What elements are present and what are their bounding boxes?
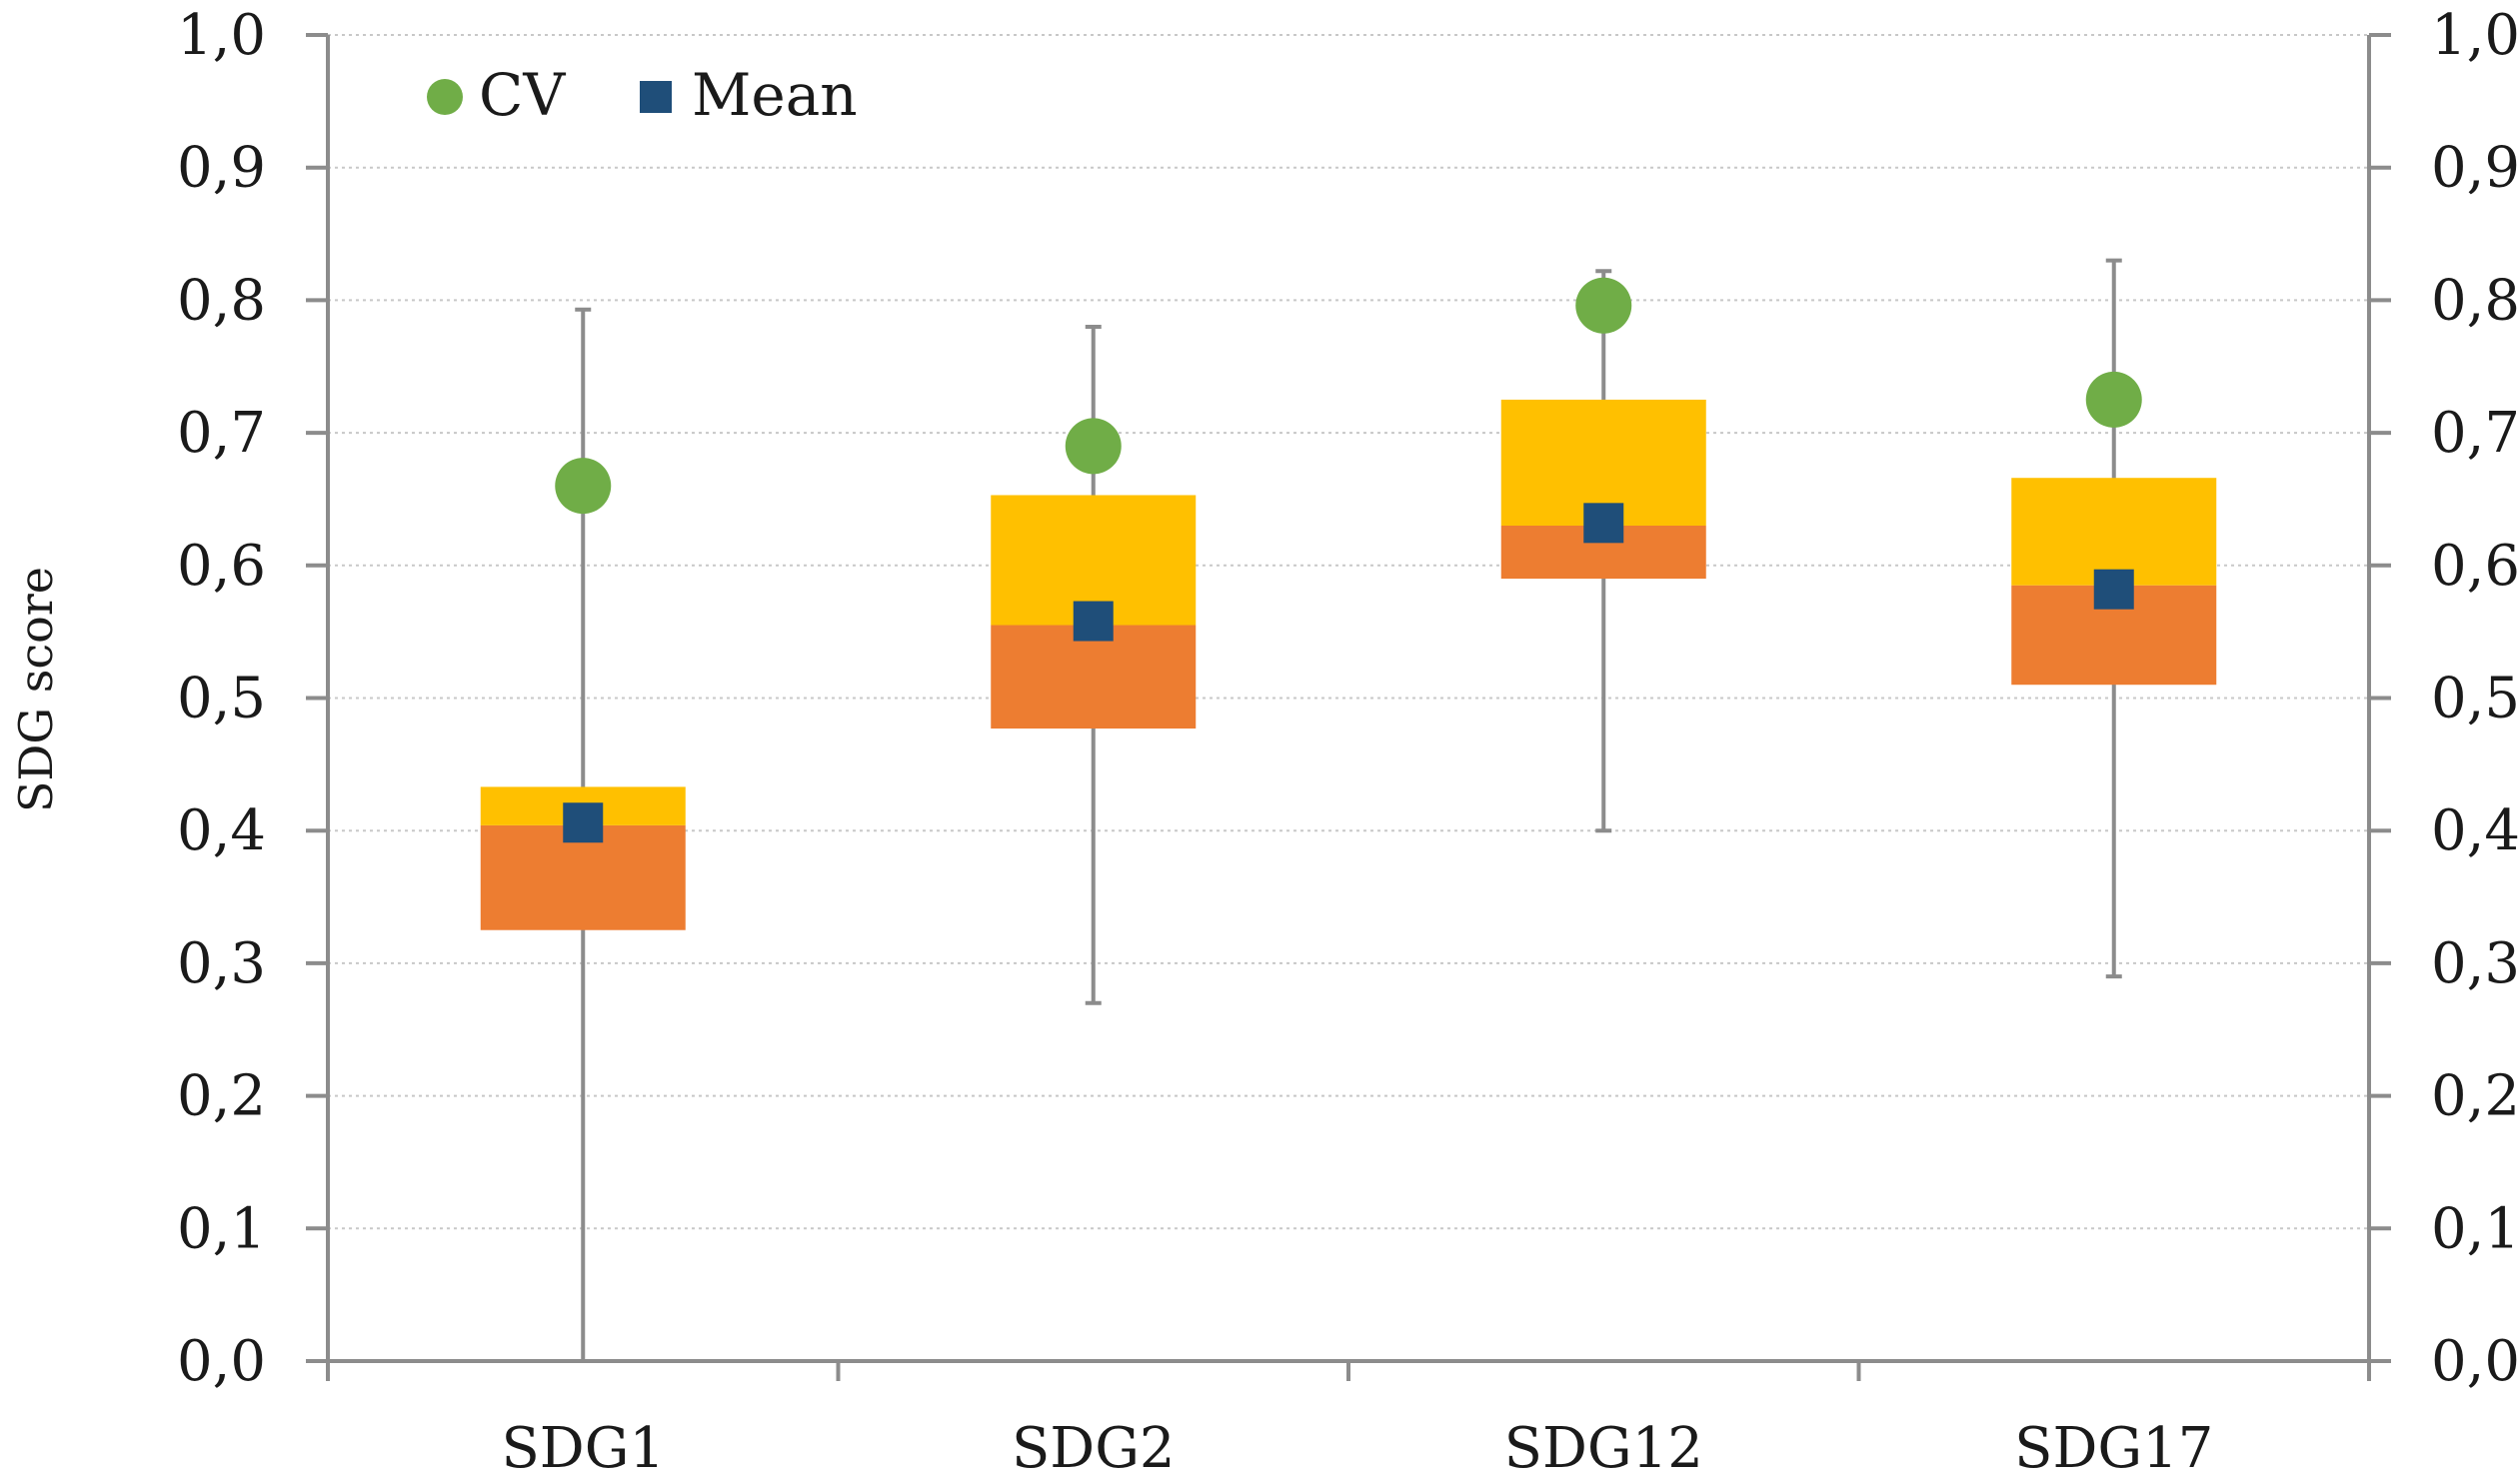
mean-marker-sdg1 [563, 802, 604, 843]
labels: 0,0 0,0 0,1 0,1 0,2 0,2 0,3 0,3 0,4 0,4 0,5 0,5 0,6 0… [177, 3, 2520, 1478]
y-tick-label-left: 0,3 [177, 931, 266, 996]
y-tick-label-left: 0,4 [177, 798, 266, 863]
y-tick-label-left: 0,7 [177, 401, 266, 466]
box-lower-sdg2 [991, 625, 1197, 730]
axes [306, 33, 2391, 1381]
boxes [480, 399, 2217, 930]
cv-marker-sdg12 [1575, 277, 1632, 334]
x-tick-label-sdg17: SDG17 [2014, 1416, 2213, 1478]
x-tick-label-sdg12: SDG12 [1504, 1416, 1703, 1478]
cv-marker-sdg1 [555, 458, 612, 515]
y-tick-label-left: 0,5 [177, 667, 266, 732]
y-tick-label-left: 0,2 [177, 1064, 266, 1129]
whiskers [575, 258, 2122, 1361]
y-tick-label-left: 0,6 [177, 534, 266, 599]
y-tick-label-right: 0,4 [2431, 798, 2520, 863]
y-tick-label-right: 1,0 [2431, 3, 2520, 68]
legend-mean-marker [640, 81, 672, 113]
box-lower-sdg1 [480, 824, 686, 930]
y-tick-label-right: 0,1 [2431, 1196, 2520, 1261]
markers [555, 277, 2142, 843]
y-tick-label-right: 0,0 [2431, 1329, 2520, 1394]
y-axis-title: SDG score [9, 567, 63, 812]
mean-marker-sdg17 [2093, 569, 2134, 610]
y-tick-label-left: 0,9 [177, 136, 266, 201]
y-tick-label-right: 0,3 [2431, 931, 2520, 996]
y-tick-label-right: 0,8 [2431, 268, 2520, 333]
y-tick-label-left: 0,8 [177, 268, 266, 333]
y-tick-label-right: 0,2 [2431, 1064, 2520, 1129]
y-tick-label-right: 0,6 [2431, 534, 2520, 599]
x-tick-label-sdg1: SDG1 [501, 1416, 665, 1478]
legend-cv-label: CV [479, 61, 566, 129]
y-tick-label-left: 0,1 [177, 1196, 266, 1261]
y-tick-label-right: 0,7 [2431, 401, 2520, 466]
y-tick-label-right: 0,5 [2431, 667, 2520, 732]
y-tick-label-right: 0,9 [2431, 136, 2520, 201]
cv-marker-sdg17 [2085, 371, 2142, 428]
legend-cv-marker [427, 79, 463, 115]
x-tick-label-sdg2: SDG2 [1012, 1416, 1176, 1478]
mean-marker-sdg12 [1583, 503, 1624, 544]
cv-marker-sdg2 [1065, 418, 1122, 475]
legend-mean-label: Mean [692, 61, 858, 129]
y-tick-label-left: 1,0 [177, 3, 266, 68]
y-tick-label-left: 0,0 [177, 1329, 266, 1394]
legend: CV Mean [427, 61, 858, 129]
mean-marker-sdg2 [1073, 601, 1114, 642]
box-upper-sdg17 [2011, 478, 2217, 586]
